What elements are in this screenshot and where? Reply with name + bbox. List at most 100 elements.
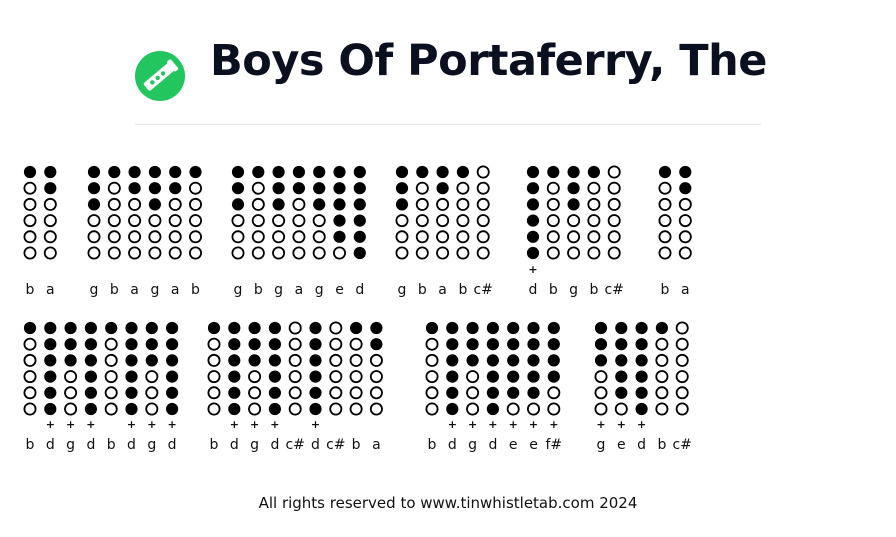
- open-hole: [272, 214, 286, 228]
- covered-hole: [44, 182, 57, 195]
- open-hole: [87, 246, 101, 260]
- note-fingering: b: [188, 165, 202, 298]
- covered-hole: [84, 386, 98, 399]
- open-hole: [476, 165, 490, 179]
- note-fingering: g: [231, 165, 245, 298]
- open-hole: [567, 246, 581, 260]
- covered-hole: [353, 165, 366, 179]
- open-hole: [292, 246, 306, 260]
- covered-hole: [486, 338, 499, 351]
- open-hole: [546, 181, 560, 195]
- covered-hole: [231, 182, 245, 195]
- covered-hole: [148, 165, 161, 179]
- open-hole: [207, 337, 221, 351]
- covered-hole: [105, 321, 118, 335]
- covered-hole: [567, 165, 580, 179]
- note-fingering: g: [87, 165, 101, 298]
- open-hole: [329, 321, 343, 335]
- covered-hole: [333, 165, 346, 179]
- covered-hole: [547, 165, 560, 179]
- open-hole: [23, 353, 37, 367]
- covered-hole: [507, 386, 520, 399]
- covered-hole: [507, 338, 520, 351]
- open-hole: [23, 230, 37, 244]
- open-hole: [188, 197, 202, 211]
- open-hole: [425, 370, 439, 384]
- covered-hole: [655, 321, 669, 335]
- open-hole: [369, 370, 383, 384]
- note-label: b: [589, 282, 598, 298]
- covered-hole: [416, 165, 429, 179]
- note-fingering: +d: [526, 165, 540, 298]
- octave-plus-marker: +: [66, 418, 75, 431]
- note-label: b: [191, 282, 200, 298]
- open-hole: [476, 197, 490, 211]
- covered-hole: [64, 321, 77, 335]
- note-label: b: [352, 437, 361, 453]
- covered-hole: [333, 198, 346, 211]
- open-hole: [369, 386, 383, 400]
- covered-hole: [679, 182, 692, 195]
- open-hole: [675, 321, 689, 335]
- note-fingering: b: [655, 321, 669, 453]
- covered-hole: [507, 370, 520, 383]
- open-hole: [329, 370, 343, 384]
- open-hole: [466, 386, 480, 400]
- open-hole: [168, 214, 182, 228]
- octave-plus-marker: +: [86, 418, 95, 431]
- open-hole: [425, 402, 439, 416]
- covered-hole: [44, 402, 57, 416]
- covered-hole: [272, 198, 285, 211]
- open-hole: [607, 197, 621, 211]
- note-fingering: b: [104, 321, 118, 453]
- note-label: d: [46, 437, 55, 453]
- open-hole: [312, 246, 326, 260]
- octave-plus-marker: +: [468, 418, 477, 431]
- covered-hole: [370, 321, 383, 335]
- covered-hole: [547, 354, 560, 367]
- covered-hole: [615, 354, 628, 367]
- note-label: d: [127, 437, 136, 453]
- covered-hole: [526, 182, 540, 195]
- note-label: b: [254, 282, 263, 298]
- covered-hole: [84, 354, 98, 367]
- open-hole: [607, 214, 621, 228]
- open-hole: [506, 402, 520, 416]
- covered-hole: [526, 230, 540, 243]
- note-label: b: [418, 282, 427, 298]
- covered-hole: [128, 165, 141, 179]
- note-fingering: +d: [44, 321, 57, 453]
- open-hole: [607, 246, 621, 260]
- covered-hole: [169, 165, 182, 179]
- note-label: b: [428, 437, 437, 453]
- open-hole: [675, 370, 689, 384]
- note-fingering: g: [272, 165, 286, 298]
- covered-hole: [526, 198, 540, 211]
- phrase-group: b+d+g+d b+d+g+d: [23, 321, 179, 453]
- covered-hole: [679, 165, 692, 179]
- page-title: Boys Of Portaferry, The: [210, 36, 767, 86]
- open-hole: [546, 246, 560, 260]
- note-label: b: [549, 282, 558, 298]
- covered-hole: [395, 165, 409, 179]
- open-hole: [678, 197, 692, 211]
- covered-hole: [353, 198, 366, 211]
- open-hole: [104, 370, 118, 384]
- open-hole: [272, 246, 286, 260]
- title-divider: [135, 124, 761, 125]
- open-hole: [288, 402, 302, 416]
- covered-hole: [166, 321, 179, 335]
- open-hole: [23, 386, 37, 400]
- open-hole: [292, 197, 306, 211]
- note-label: a: [130, 282, 139, 298]
- covered-hole: [87, 198, 101, 211]
- covered-hole: [148, 182, 161, 195]
- open-hole: [248, 370, 262, 384]
- open-hole: [567, 214, 581, 228]
- note-fingering: c#: [672, 321, 692, 453]
- note-label: a: [372, 437, 381, 453]
- open-hole: [675, 402, 689, 416]
